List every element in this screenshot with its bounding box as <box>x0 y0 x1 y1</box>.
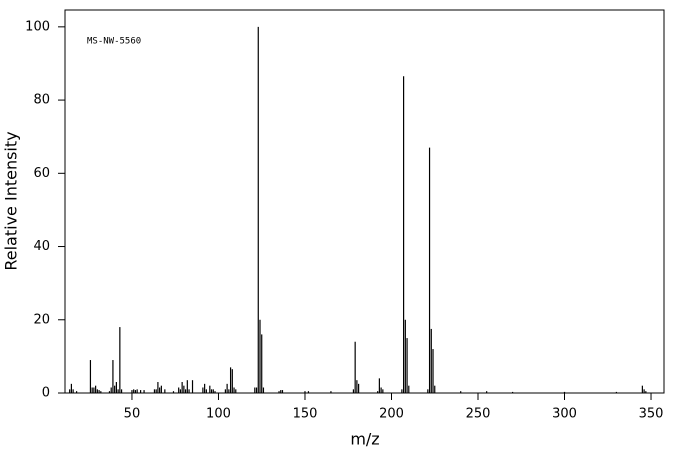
y-axis-title: Relative Intensity <box>2 131 21 270</box>
y-tick-label: 60 <box>33 166 50 181</box>
x-tick-label: 350 <box>639 407 664 422</box>
x-tick-label: 50 <box>124 407 141 422</box>
plot-frame <box>64 9 665 394</box>
x-tick-label: 250 <box>466 407 491 422</box>
x-tick-label: 100 <box>206 407 231 422</box>
y-tick-label: 0 <box>42 386 50 401</box>
y-tick-label: 80 <box>33 93 50 108</box>
y-tick-label: 100 <box>25 19 50 34</box>
annotation: MS-NW-5560 <box>87 37 141 47</box>
x-tick-label: 200 <box>379 407 404 422</box>
x-axis-title: m/z <box>350 430 379 449</box>
y-tick-label: 40 <box>33 239 50 254</box>
y-tick-label: 20 <box>33 312 50 327</box>
x-tick-label: 300 <box>552 407 577 422</box>
x-tick-label: 150 <box>293 407 318 422</box>
